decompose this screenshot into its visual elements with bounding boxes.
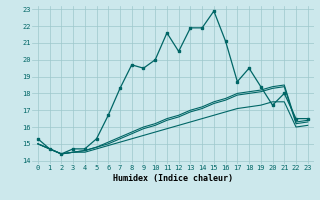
X-axis label: Humidex (Indice chaleur): Humidex (Indice chaleur) (113, 174, 233, 183)
